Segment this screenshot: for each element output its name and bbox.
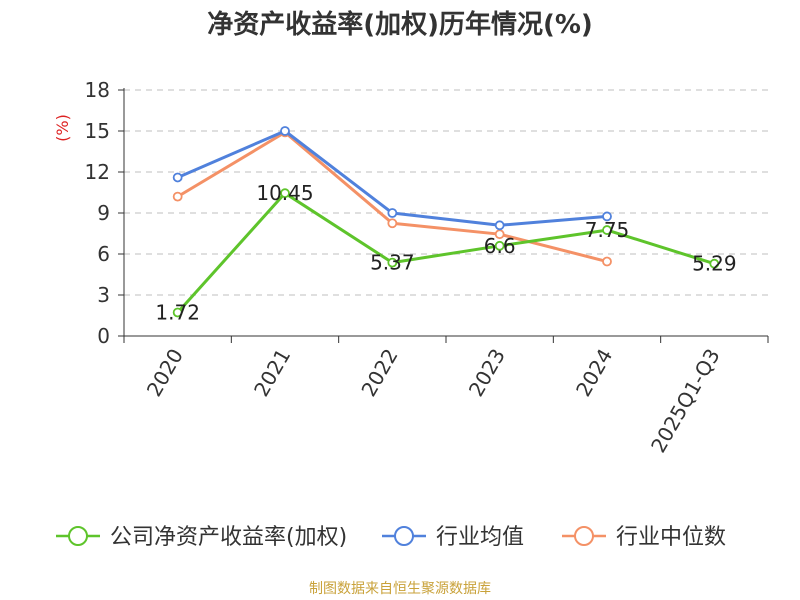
x-tick-label: 2022	[356, 345, 402, 401]
data-point	[280, 188, 290, 199]
data-point	[602, 256, 612, 267]
data-label: 7.75	[585, 218, 630, 242]
y-tick-label: 3	[97, 283, 110, 307]
series-line	[176, 191, 715, 314]
legend: 公司净资产收益率(加权) 行业均值 行业中位数	[56, 525, 726, 550]
data-point	[172, 172, 183, 183]
data-point	[709, 258, 720, 269]
legend-label: 行业中位数	[616, 525, 726, 550]
y-tick-label: 15	[85, 119, 110, 143]
x-tick-label: 2020	[142, 345, 188, 401]
data-labels: 1.72 10.45 5.37 6.6 7.75 5.29	[155, 181, 736, 324]
y-tick-label: 12	[85, 160, 110, 184]
legend-item: 行业中位数	[562, 525, 726, 550]
data-label: 5.37	[370, 251, 415, 275]
data-point	[280, 126, 290, 136]
y-tick-label: 6	[97, 242, 110, 266]
data-point	[172, 307, 183, 318]
x-tick-label: 2023	[464, 344, 510, 400]
data-point	[387, 208, 398, 218]
data-label: 6.6	[484, 234, 516, 258]
legend-label: 公司净资产收益率(加权)	[110, 525, 347, 550]
y-tick-label: 18	[85, 78, 110, 102]
y-tick-label: 0	[97, 324, 110, 348]
x-tick-label: 2021	[249, 345, 295, 401]
data-label: 1.72	[155, 300, 200, 324]
axes: 0 3 6 9 12 15 18 2020 2021 2022 2023 2024 2025Q1-Q3	[85, 78, 769, 457]
legend-label: 行业均值	[436, 525, 524, 550]
legend-item: 行业均值	[382, 525, 524, 550]
data-point	[387, 257, 398, 268]
data-label: 5.29	[692, 252, 737, 276]
y-tick-label: 9	[97, 201, 110, 225]
data-point	[602, 225, 612, 235]
data-point	[494, 220, 505, 231]
y-axis-label: (%)	[53, 114, 72, 142]
data-point	[602, 211, 612, 222]
data-point	[494, 240, 505, 251]
data-point	[387, 218, 398, 229]
legend-swatch-marker	[574, 526, 594, 546]
series-lines	[172, 126, 720, 318]
data-label: 10.45	[256, 181, 313, 205]
x-tick-label: 2024	[571, 345, 617, 401]
chart-title: 净资产收益率(加权)历年情况(%)	[207, 9, 593, 40]
source-note: 制图数据来自恒生聚源数据库	[309, 581, 491, 597]
legend-swatch-marker	[394, 526, 414, 546]
data-point	[172, 191, 183, 202]
legend-swatch-marker	[68, 526, 88, 546]
x-tick-label: 2025Q1-Q3	[646, 345, 725, 457]
legend-item: 公司净资产收益率(加权)	[56, 525, 347, 550]
